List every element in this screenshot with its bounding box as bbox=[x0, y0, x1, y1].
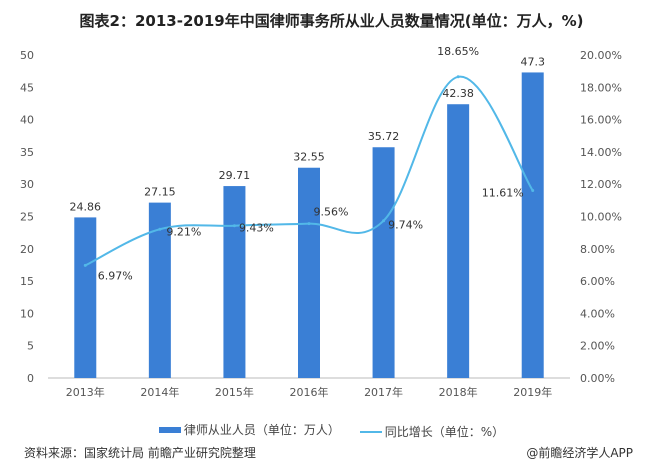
line-label: 9.21% bbox=[166, 225, 201, 238]
x-tick: 2019年 bbox=[513, 385, 552, 399]
chart-title: 图表2：2013-2019年中国律师事务所从业人员数量情况(单位：万人，%) bbox=[79, 12, 584, 30]
y-left-tick: 30 bbox=[20, 178, 34, 191]
source-note: 资料来源：国家统计局 前瞻产业研究院整理 bbox=[24, 446, 256, 460]
y-left-tick: 5 bbox=[27, 340, 34, 353]
line-label: 9.43% bbox=[239, 222, 274, 235]
bar bbox=[521, 72, 544, 378]
x-tick: 2015年 bbox=[215, 385, 254, 399]
y-right-tick: 16.00% bbox=[580, 114, 622, 127]
y-left-tick: 45 bbox=[20, 81, 34, 94]
bar-label: 24.86 bbox=[70, 200, 102, 213]
line-point bbox=[307, 222, 311, 226]
bar bbox=[223, 186, 246, 378]
y-left-tick: 35 bbox=[20, 146, 34, 159]
y-right-tick: 20.00% bbox=[580, 49, 622, 62]
y-right-tick: 18.00% bbox=[580, 81, 622, 94]
bar bbox=[447, 104, 470, 379]
bar-label: 47.3 bbox=[520, 55, 545, 68]
legend-swatch-bar bbox=[158, 426, 181, 433]
y-left-tick: 40 bbox=[20, 114, 34, 127]
y-right-tick: 2.00% bbox=[580, 340, 615, 353]
line-label: 9.74% bbox=[388, 219, 423, 232]
y-left-tick: 50 bbox=[20, 49, 34, 62]
y-left-tick: 0 bbox=[27, 372, 34, 385]
y-left-tick: 20 bbox=[20, 243, 34, 256]
y-left-tick: 10 bbox=[20, 307, 34, 320]
bar-label: 29.71 bbox=[219, 169, 251, 182]
line-label: 9.56% bbox=[314, 206, 349, 219]
x-tick: 2013年 bbox=[66, 385, 105, 399]
y-right-tick: 6.00% bbox=[580, 275, 615, 288]
legend-label-line: 同比增长（单位：%） bbox=[384, 425, 505, 439]
legend-swatch-line bbox=[359, 430, 382, 433]
bar-label: 42.38 bbox=[442, 87, 474, 100]
line-point bbox=[232, 224, 236, 228]
legend-item-line: 同比增长（单位：%） bbox=[359, 423, 505, 440]
x-tick: 2016年 bbox=[290, 385, 329, 399]
line-point bbox=[158, 227, 162, 231]
legend-label-bar: 律师从业人员（单位：万人） bbox=[183, 423, 340, 437]
y-left-tick: 15 bbox=[20, 275, 34, 288]
x-tick: 2014年 bbox=[140, 385, 179, 399]
line-label: 6.97% bbox=[98, 269, 133, 282]
y-right-tick: 4.00% bbox=[580, 307, 615, 320]
brand-credit: @前瞻经济学人APP bbox=[526, 446, 633, 460]
y-right-tick: 12.00% bbox=[580, 178, 622, 191]
y-right-tick: 10.00% bbox=[580, 211, 622, 224]
x-tick: 2018年 bbox=[439, 385, 478, 399]
bar-label: 27.15 bbox=[144, 186, 176, 199]
line-point bbox=[456, 75, 460, 79]
line-label: 18.65% bbox=[437, 45, 479, 58]
y-right-tick: 14.00% bbox=[580, 146, 622, 159]
line-point bbox=[531, 188, 535, 192]
bar bbox=[298, 167, 320, 378]
bar-label: 32.55 bbox=[293, 151, 325, 164]
line-label: 11.61% bbox=[482, 186, 524, 199]
y-right-tick: 0.00% bbox=[580, 372, 615, 385]
line-point bbox=[83, 263, 87, 267]
y-right-tick: 8.00% bbox=[580, 243, 615, 256]
bar bbox=[74, 217, 97, 378]
x-tick: 2017年 bbox=[364, 385, 403, 399]
bar-label: 35.72 bbox=[368, 130, 400, 143]
line-point bbox=[382, 219, 386, 223]
bar bbox=[148, 202, 171, 378]
legend: 律师从业人员（单位：万人） 同比增长（单位：%） bbox=[0, 421, 663, 440]
bar bbox=[372, 147, 395, 378]
y-left-tick: 25 bbox=[20, 211, 34, 224]
legend-item-bar: 律师从业人员（单位：万人） bbox=[158, 421, 340, 438]
